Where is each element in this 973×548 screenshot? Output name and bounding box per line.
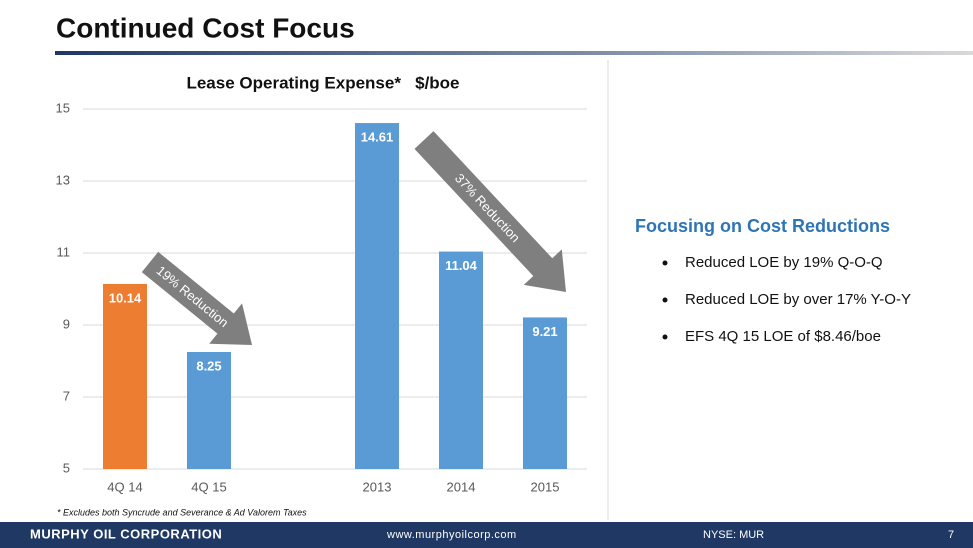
bar (439, 251, 483, 469)
footer-website: www.murphyoilcorp.com (386, 529, 517, 541)
annotation-arrow: 19% Reduction (141, 251, 253, 346)
title-rule (55, 51, 973, 55)
arrow-shape (141, 251, 253, 346)
bar (187, 352, 231, 469)
chart-title: Lease Operating Expense* $/boe (186, 73, 459, 92)
y-tick-label: 15 (56, 100, 70, 115)
data-label: 8.25 (196, 358, 221, 373)
bar (103, 283, 147, 469)
arrow-shape (414, 131, 566, 293)
data-label: 11.04 (445, 258, 478, 273)
x-tick-label: 4Q 15 (191, 479, 226, 494)
x-tick-label: 2015 (531, 479, 560, 494)
bar (355, 123, 399, 469)
y-tick-label: 7 (63, 388, 70, 403)
y-tick-label: 5 (63, 460, 70, 475)
bullet-text: Reduced LOE by 19% Q-O-Q (685, 254, 883, 271)
annotation-text: 19% Reduction (154, 263, 232, 330)
data-label: 10.14 (109, 290, 142, 305)
footer-company: MURPHY OIL CORPORATION (30, 526, 222, 541)
page-number: 7 (948, 529, 954, 541)
bullet-text: Reduced LOE by over 17% Y-O-Y (685, 291, 911, 308)
bullet-text: EFS 4Q 15 LOE of $8.46/boe (685, 328, 881, 345)
y-tick-label: 13 (56, 172, 70, 187)
bar (523, 317, 567, 469)
bullet-dot (662, 260, 668, 266)
annotation-text: 37% Reduction (452, 171, 523, 246)
bullet-dot (662, 334, 668, 340)
bullet-dot (662, 297, 668, 303)
x-tick-label: 4Q 14 (107, 479, 142, 494)
panel-heading: Focusing on Cost Reductions (635, 216, 890, 236)
bullet-list: Reduced LOE by 19% Q-O-Q Reduced LOE by o… (662, 254, 911, 345)
slide-title: Continued Cost Focus (56, 12, 355, 43)
footer-ticker: NYSE: MUR (703, 529, 764, 541)
chart: 5 7 9 11 13 15 4Q 14 10.14 4Q 15 8.25 2013 14.61 201… (56, 100, 587, 494)
y-tick-label: 11 (57, 244, 71, 259)
data-label: 14.61 (361, 129, 394, 144)
x-tick-label: 2013 (363, 479, 392, 494)
data-label: 9.21 (532, 324, 557, 339)
footnote: * Excludes both Syncrude and Severance &… (57, 507, 307, 517)
x-tick-label: 2014 (447, 479, 476, 494)
footer-bar (0, 522, 973, 548)
annotation-arrow: 37% Reduction (414, 131, 566, 293)
y-tick-label: 9 (63, 316, 70, 331)
